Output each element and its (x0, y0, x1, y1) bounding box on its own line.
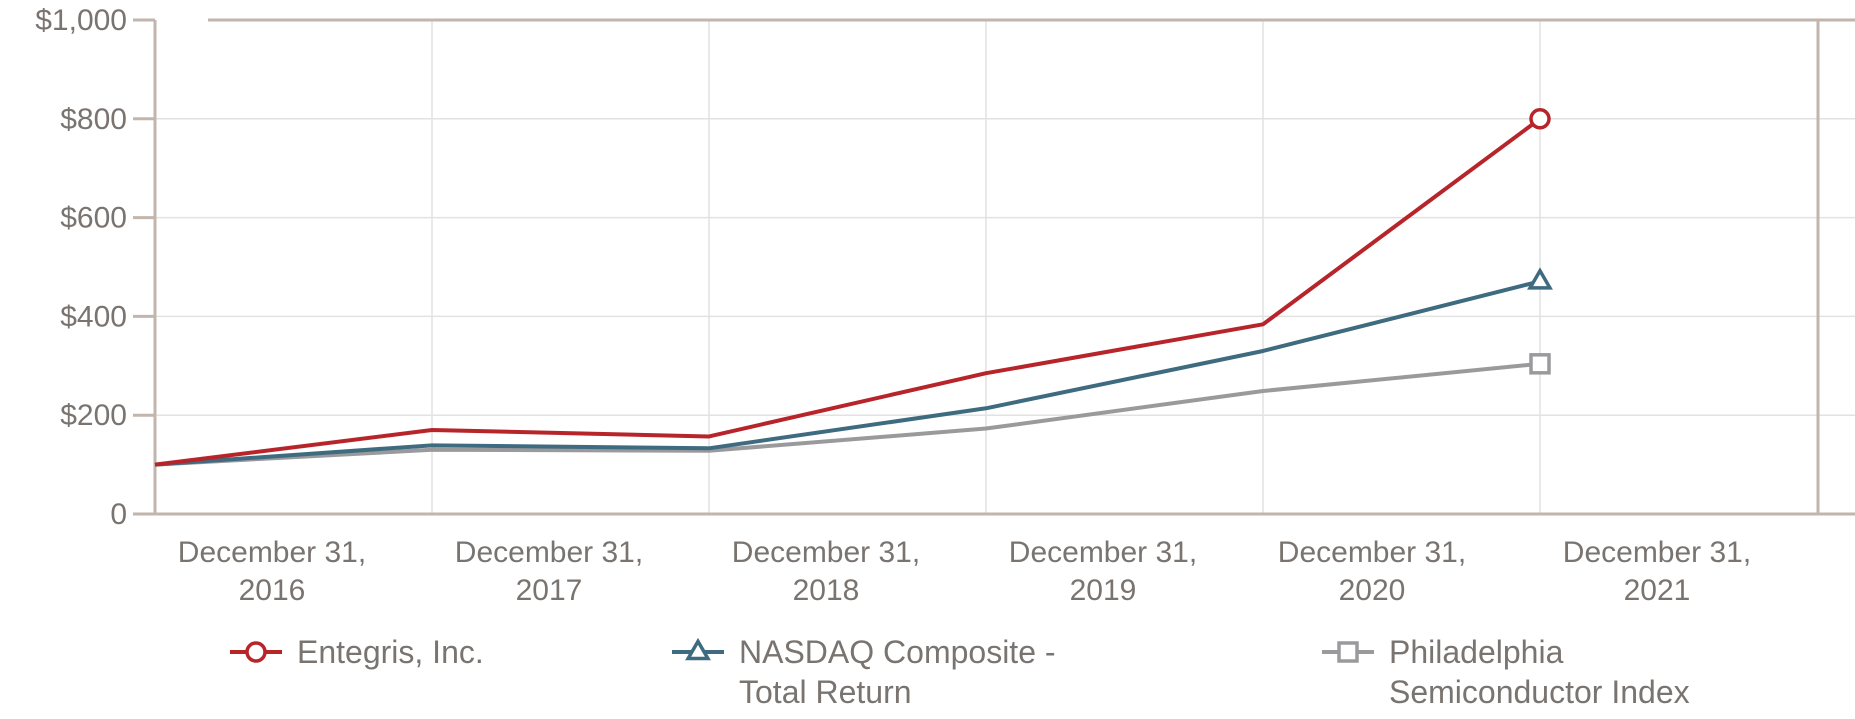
legend-item: NASDAQ Composite -Total Return (672, 634, 1056, 710)
legend-label: NASDAQ Composite -Total Return (739, 634, 1056, 710)
series-line-circle (154, 117, 1542, 467)
legend-swatch-square (1337, 641, 1359, 663)
legend: Entegris, Inc. NASDAQ Composite -Total Re… (230, 634, 1690, 710)
y-tick-label: $1,000 (35, 4, 127, 37)
series-line-square (154, 361, 1541, 467)
series-end-marker-square (1529, 353, 1551, 375)
legend-label: Philadelphia Semiconductor Index (1389, 634, 1690, 710)
chart-frame (153, 18, 1855, 516)
y-tick-label: $400 (60, 300, 127, 333)
series-lines (154, 108, 1553, 467)
x-tick-label: December 31, 2018 (732, 536, 920, 607)
x-tick-label: December 31, 2021 (1563, 536, 1751, 607)
legend-item: Philadelphia Semiconductor Index (1322, 634, 1690, 710)
y-axis-ticks: 0 $200 $400 $600 $800 $1,000 (35, 4, 155, 531)
legend-item: Entegris, Inc. (230, 634, 484, 670)
legend-swatch-circle (245, 641, 267, 663)
x-tick-label: December 31, 2019 (1009, 536, 1197, 607)
x-tick-label: December 31, 2017 (455, 536, 643, 607)
series-end-marker-circle (1529, 108, 1551, 130)
series-end-marker-triangle (1527, 267, 1553, 290)
series-line-triangle (154, 279, 1541, 467)
y-tick-label: $800 (60, 103, 127, 136)
x-tick-label: December 31, 2020 (1278, 536, 1466, 607)
legend-swatch-triangle (685, 637, 711, 661)
gridlines (155, 20, 1855, 514)
x-axis-ticks: December 31, 2016 December 31, 2017 December… (178, 536, 1751, 607)
x-tick-label: December 31, 2016 (178, 536, 366, 607)
legend-label: Entegris, Inc. (297, 634, 484, 670)
y-tick-label: $200 (60, 399, 127, 432)
y-tick-label: 0 (110, 498, 127, 531)
y-tick-label: $600 (60, 202, 127, 235)
